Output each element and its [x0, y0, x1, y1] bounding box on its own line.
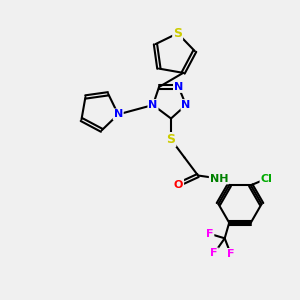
Text: N: N — [182, 100, 190, 110]
Text: F: F — [227, 249, 235, 259]
Text: N: N — [114, 110, 123, 119]
Text: NH: NH — [210, 173, 228, 184]
Text: N: N — [148, 100, 158, 110]
Text: F: F — [206, 229, 214, 239]
Text: N: N — [174, 82, 183, 92]
Text: Cl: Cl — [260, 174, 272, 184]
Text: F: F — [211, 248, 218, 258]
Text: S: S — [173, 27, 182, 40]
Text: S: S — [167, 133, 176, 146]
Text: O: O — [174, 179, 183, 190]
